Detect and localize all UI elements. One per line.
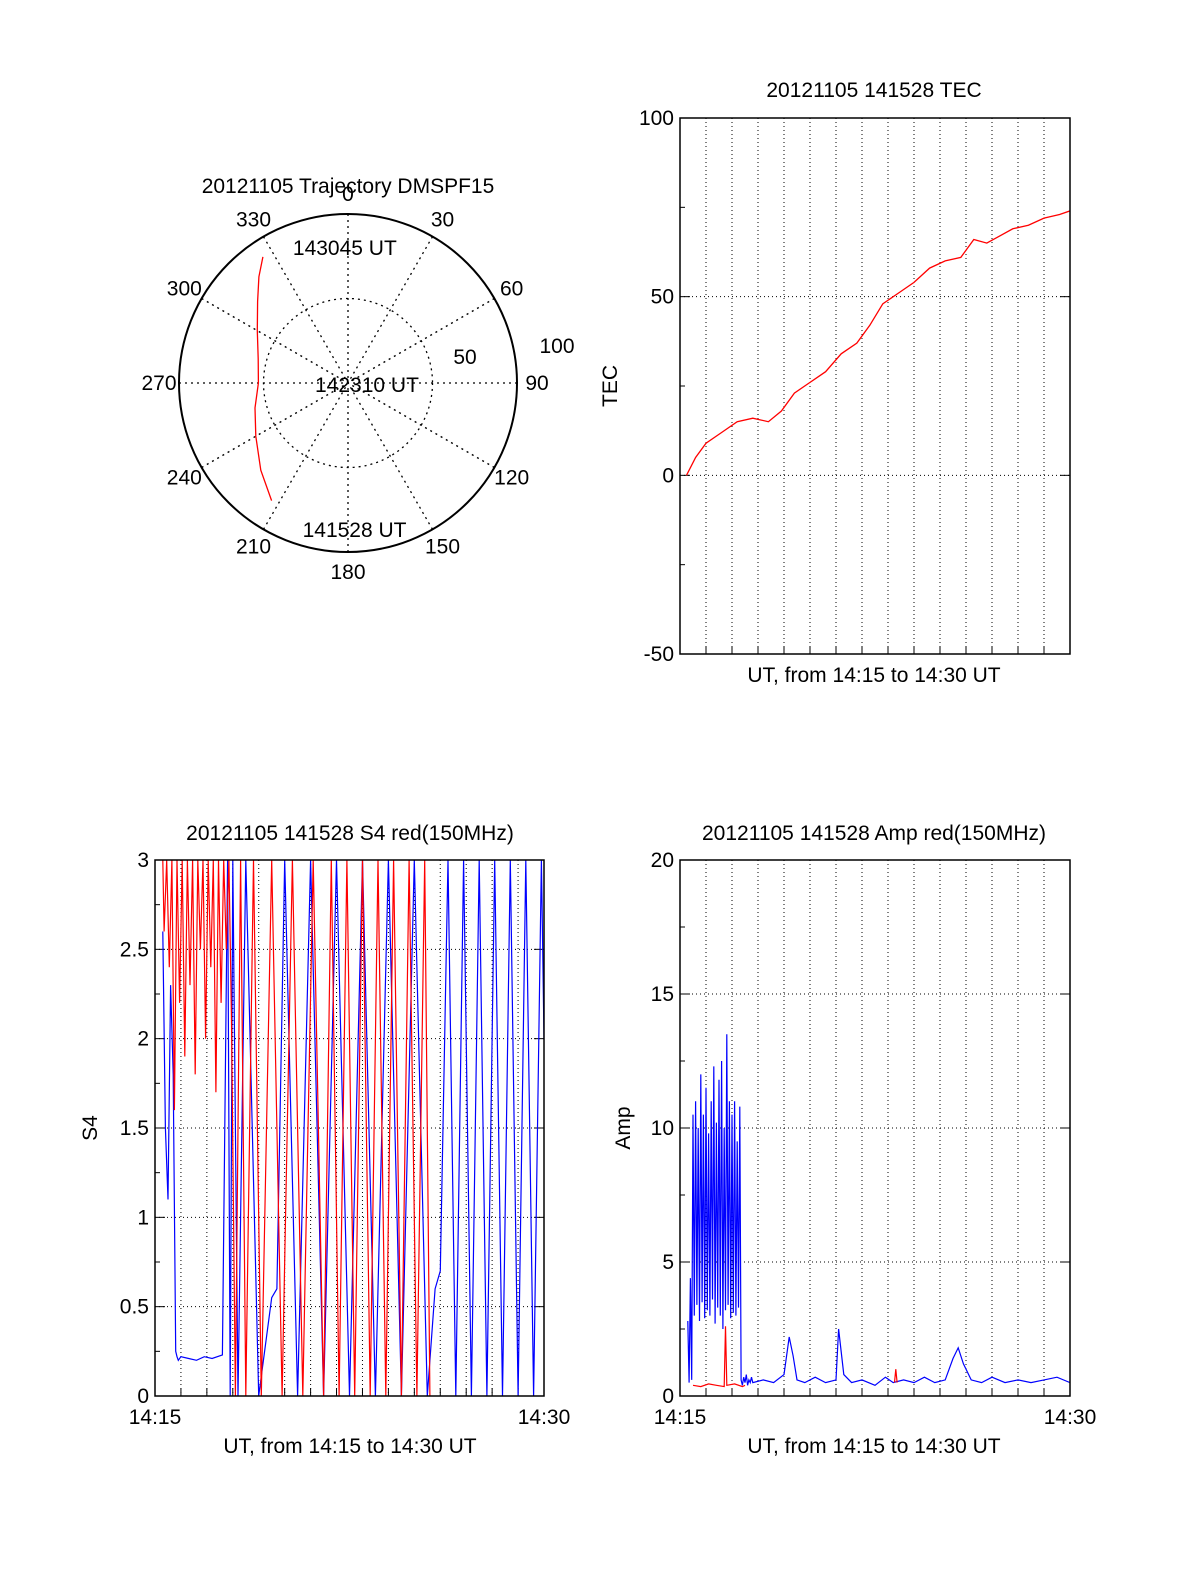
series-line: [162, 860, 431, 1396]
amp-panel: 20121105 141528 Amp red(150MHz) UT, from…: [612, 822, 1096, 1458]
y-axis-label: S4: [79, 1115, 102, 1141]
x-axis-label: UT, from 14:15 to 14:30 UT: [747, 1435, 1000, 1458]
series-line: [893, 1369, 898, 1383]
trajectory-line: [254, 256, 273, 501]
series-line: [687, 1034, 1070, 1386]
chart-title: 20121105 141528 S4 red(150MHz): [186, 822, 514, 845]
radius-tick-label: 100: [539, 335, 574, 358]
angle-tick-label: 30: [431, 208, 454, 231]
x-tick-labels: 14:15 14:30: [654, 1406, 1097, 1429]
angle-tick-label: 150: [425, 536, 460, 559]
x-tick-label: 14:15: [129, 1406, 182, 1429]
y-tick-label: 0.5: [120, 1296, 149, 1319]
y-tick-label: -50: [644, 643, 674, 666]
angle-tick-label: 90: [525, 372, 548, 395]
time-annotation: 142310 UT: [315, 374, 419, 397]
amp-series: [687, 1034, 1070, 1388]
x-tick-label: 14:30: [518, 1406, 571, 1429]
trajectory-panel: 20121105 Trajectory DMSPF15 0 30 60 90 120 15…: [141, 175, 574, 584]
time-annotations: 143045 UT 142310 UT 141528 UT: [293, 237, 419, 542]
x-tick-label: 14:15: [654, 1406, 707, 1429]
s4-panel: 20121105 141528 S4 red(150MHz) UT, from …: [79, 822, 570, 1458]
y-tick-labels: 0 5 10 15 20: [651, 849, 674, 1408]
y-tick-label: 1: [137, 1206, 149, 1229]
y-tick-labels: 0 0.5 1 1.5 2 2.5 3: [120, 849, 149, 1408]
y-tick-label: 100: [639, 107, 674, 130]
plot-frame: [154, 859, 545, 1397]
time-annotation: 141528 UT: [303, 519, 407, 542]
y-tick-labels: -50 0 50 100: [639, 107, 674, 666]
y-tick-label: 0: [662, 464, 674, 487]
spoke-line: [262, 236, 434, 530]
angle-tick-label: 300: [167, 278, 202, 301]
chart-title: 20121105 Trajectory DMSPF15: [202, 175, 495, 198]
series-line: [685, 210, 1070, 476]
y-axis-label: Amp: [612, 1106, 635, 1149]
chart-title: 20121105 141528 TEC: [766, 79, 981, 102]
x-tick-labels: 14:15 14:30: [129, 1406, 571, 1429]
x-axis-label: UT, from 14:15 to 14:30 UT: [223, 1435, 476, 1458]
angle-tick-label: 0: [342, 183, 354, 206]
polar-grid: [178, 213, 518, 553]
radius-tick-label: 50: [453, 346, 476, 369]
y-tick-label: 3: [137, 849, 149, 872]
chart-title: 20121105 141528 Amp red(150MHz): [702, 822, 1046, 845]
plot-frame: [679, 117, 1071, 655]
angle-tick-label: 240: [167, 467, 202, 490]
plot-frame: [679, 859, 1071, 1397]
tec-series: [685, 210, 1070, 476]
angle-tick-label: 60: [500, 278, 523, 301]
y-tick-label: 2: [137, 1028, 149, 1051]
x-tick-label: 14:30: [1044, 1406, 1097, 1429]
y-tick-label: 0: [137, 1385, 149, 1408]
series-line: [162, 860, 544, 1396]
x-axis-label: UT, from 14:15 to 14:30 UT: [747, 664, 1000, 687]
radius-tick-labels: 50 100: [453, 335, 574, 369]
grid: [680, 859, 1070, 1397]
s4-series: [162, 860, 544, 1396]
series-line: [692, 1326, 746, 1388]
trajectory-track: [254, 256, 273, 501]
grid: [680, 117, 1070, 655]
y-tick-label: 20: [651, 849, 674, 872]
angle-tick-label: 180: [330, 561, 365, 584]
y-axis-label: TEC: [599, 365, 622, 407]
y-tick-label: 50: [651, 286, 674, 309]
y-tick-label: 5: [662, 1251, 674, 1274]
angle-tick-labels: 0 30 60 90 120 150 180 210 240 270 300 330: [141, 183, 548, 584]
angle-tick-label: 330: [236, 208, 271, 231]
angle-tick-label: 210: [236, 536, 271, 559]
y-tick-label: 1.5: [120, 1117, 149, 1140]
y-tick-label: 15: [651, 983, 674, 1006]
y-tick-label: 10: [651, 1117, 674, 1140]
time-annotation: 143045 UT: [293, 237, 397, 260]
angle-tick-label: 270: [141, 372, 176, 395]
y-tick-label: 0: [662, 1385, 674, 1408]
y-tick-label: 2.5: [120, 938, 149, 961]
angle-tick-label: 120: [494, 467, 529, 490]
tec-panel: 20121105 141528 TEC UT, from 14:15 to 14…: [599, 79, 1071, 687]
